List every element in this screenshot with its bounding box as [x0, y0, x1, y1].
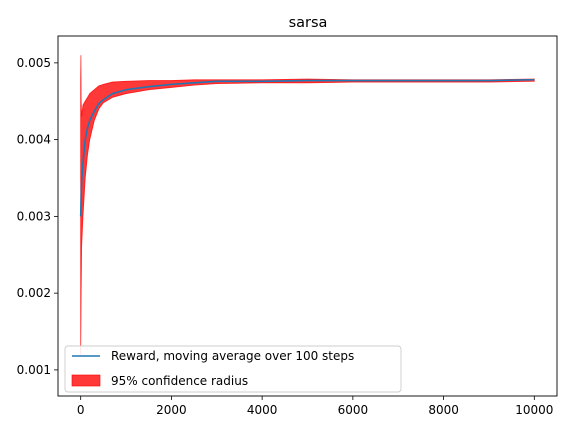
legend-label-reward: Reward, moving average over 100 steps: [111, 349, 354, 363]
legend-label-confidence: 95% confidence radius: [111, 374, 248, 388]
y-tick-label: 0.002: [17, 286, 51, 300]
x-axis: 0 2000 4000 6000 8000 10000: [77, 396, 553, 417]
legend-box: [64, 345, 402, 393]
chart-title: sarsa: [289, 15, 328, 31]
x-tick-label: 6000: [338, 403, 369, 417]
y-tick-label: 0.005: [17, 56, 51, 70]
x-tick-label: 0: [77, 403, 85, 417]
x-tick-label: 8000: [428, 403, 459, 417]
confidence-band-layer: [80, 55, 535, 355]
y-tick-label: 0.004: [17, 133, 51, 147]
x-tick-label: 2000: [156, 403, 187, 417]
series-line-layer: [79, 78, 535, 217]
legend: Reward, moving average over 100 steps 95…: [64, 345, 402, 393]
confidence-band: [80, 55, 535, 355]
x-tick-label: 10000: [515, 403, 553, 417]
legend-patch-swatch: [71, 374, 101, 387]
y-axis: 0.001 0.002 0.003 0.004 0.005: [17, 56, 58, 377]
y-tick-label: 0.001: [17, 363, 51, 377]
y-tick-label: 0.003: [17, 209, 51, 223]
plot-area: [79, 55, 535, 355]
x-tick-label: 4000: [247, 403, 278, 417]
series-line-0: [79, 78, 535, 217]
